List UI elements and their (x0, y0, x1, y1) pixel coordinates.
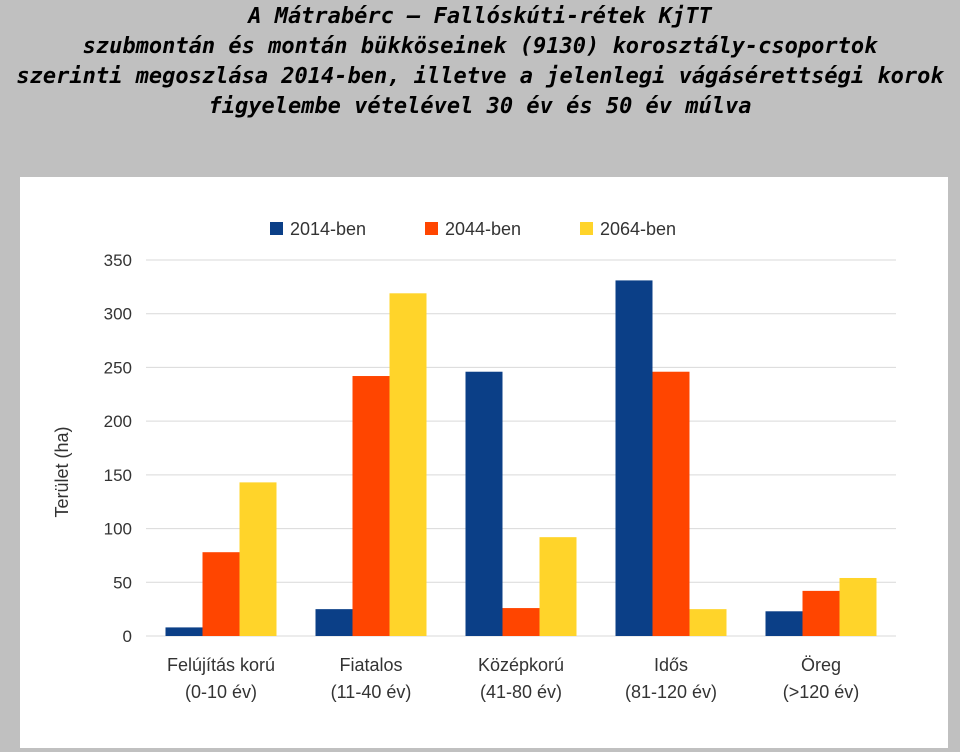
legend-label: 2014-ben (290, 219, 366, 239)
bar-2064-ben (539, 537, 577, 636)
bar-2064-ben (389, 293, 427, 636)
bar-2014-ben (315, 609, 353, 636)
bar-2044-ben (502, 608, 540, 636)
x-tick-label: (11-40 év) (331, 682, 412, 702)
bar-2044-ben (802, 590, 840, 636)
x-tick-label: Középkorú (478, 655, 564, 675)
bar-2014-ben (765, 611, 803, 636)
bar-2064-ben (239, 482, 277, 636)
bar-chart: 0 50 100 150 200 250 300 350 Felújítás korú (0-1… (52, 219, 896, 702)
legend-label: 2064-ben (600, 219, 676, 239)
x-tick-label: (41-80 év) (480, 682, 562, 702)
legend-swatch (425, 222, 438, 235)
x-tick-label: Fiatalos (339, 655, 402, 675)
x-tick-label: Idős (654, 655, 688, 675)
bar-2064-ben (839, 577, 877, 636)
bar-2044-ben (352, 376, 390, 636)
x-tick-label: (>120 év) (783, 682, 860, 702)
y-tick-label: 300 (104, 305, 132, 324)
y-tick-label: 250 (104, 358, 132, 377)
chart-panel: 0 50 100 150 200 250 300 350 Felújítás korú (0-1… (20, 177, 948, 748)
bar-2014-ben (615, 280, 653, 636)
y-tick-label: 0 (123, 627, 132, 646)
x-tick-label: (0-10 év) (185, 682, 257, 702)
bar-2014-ben (465, 371, 503, 636)
y-tick-labels: 0 50 100 150 200 250 300 350 (104, 251, 132, 646)
chart-title: A Mátrabérc – Fallóskúti-rétek KjTT szub… (0, 2, 960, 122)
y-tick-label: 350 (104, 251, 132, 270)
y-tick-label: 200 (104, 412, 132, 431)
bar-2044-ben (202, 552, 240, 636)
x-tick-label: Öreg (801, 655, 841, 675)
legend-swatch (270, 222, 283, 235)
bar-2044-ben (652, 371, 690, 636)
title-line-4: figyelembe vételével 30 év és 50 év múlv… (208, 94, 752, 119)
title-line-1: A Mátrabérc – Fallóskúti-rétek KjTT (248, 4, 712, 29)
x-tick-labels: Felújítás korú (0-10 év) Fiatalos (11-40 év… (167, 655, 859, 702)
y-tick-label: 50 (113, 573, 132, 592)
bar-2014-ben (165, 627, 203, 636)
bars (165, 280, 877, 636)
y-axis-label: Terület (ha) (52, 426, 72, 517)
x-tick-label: (81-120 év) (625, 682, 717, 702)
legend-label: 2044-ben (445, 219, 521, 239)
legend-swatch (580, 222, 593, 235)
legend: 2014-ben 2044-ben 2064-ben (270, 219, 676, 239)
y-tick-label: 150 (104, 466, 132, 485)
title-line-3: szerinti megoszlása 2014-ben, illetve a … (16, 64, 944, 89)
x-tick-label: Felújítás korú (167, 655, 275, 675)
y-tick-label: 100 (104, 520, 132, 539)
title-line-2: szubmontán és montán bükköseinek (9130) … (82, 34, 878, 59)
bar-2064-ben (689, 609, 727, 636)
